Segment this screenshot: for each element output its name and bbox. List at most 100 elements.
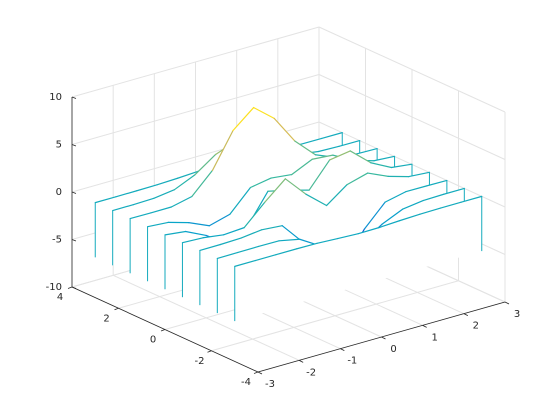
waterfall-line bbox=[425, 179, 448, 187]
waterfall-line bbox=[346, 172, 369, 186]
waterfall-line bbox=[378, 220, 401, 229]
waterfall-line bbox=[240, 229, 263, 239]
waterfall-line bbox=[357, 227, 380, 235]
waterfall-line bbox=[176, 170, 199, 179]
waterfall-patch bbox=[234, 196, 482, 322]
waterfall-line bbox=[181, 237, 204, 244]
waterfall-line bbox=[249, 177, 272, 189]
waterfall-line bbox=[325, 183, 348, 207]
waterfall-line bbox=[237, 245, 260, 254]
waterfall-line bbox=[273, 117, 296, 142]
waterfall-line bbox=[164, 230, 187, 236]
waterfall-line bbox=[419, 207, 442, 215]
waterfall-line bbox=[284, 178, 307, 195]
x-tick-label: -3 bbox=[265, 379, 275, 390]
waterfall-line bbox=[254, 254, 277, 262]
y-tick bbox=[253, 371, 259, 374]
waterfall-line bbox=[363, 201, 386, 230]
grid-line bbox=[71, 26, 320, 98]
x-tick bbox=[504, 301, 510, 305]
waterfall-line bbox=[316, 237, 339, 244]
waterfall-line bbox=[150, 206, 172, 214]
x-tick-label: -1 bbox=[347, 356, 357, 367]
grid-line bbox=[318, 26, 506, 113]
waterfall-line bbox=[275, 248, 298, 256]
waterfall-line bbox=[156, 177, 179, 186]
grid-line bbox=[71, 74, 320, 145]
waterfall-line bbox=[170, 195, 193, 208]
waterfall-line bbox=[337, 233, 359, 240]
z-tick bbox=[71, 239, 77, 242]
waterfall-line bbox=[243, 201, 266, 229]
x-tick-label: 0 bbox=[390, 344, 396, 355]
waterfall-line bbox=[253, 106, 275, 119]
waterfall-line bbox=[373, 155, 396, 162]
x-tick bbox=[422, 324, 427, 328]
y-tick bbox=[114, 307, 119, 311]
waterfall-line bbox=[390, 163, 413, 169]
waterfall-line bbox=[355, 147, 378, 155]
grid-line bbox=[211, 280, 459, 352]
waterfall-line bbox=[295, 242, 318, 250]
waterfall-line bbox=[398, 213, 421, 222]
waterfall-line bbox=[381, 208, 404, 225]
waterfall-line bbox=[191, 169, 214, 198]
y-tick-label: 0 bbox=[150, 335, 156, 346]
waterfall-line bbox=[294, 140, 316, 156]
waterfall-line bbox=[146, 221, 169, 228]
x-tick-label: -2 bbox=[306, 367, 316, 378]
y-tick-label: 2 bbox=[103, 313, 109, 324]
waterfall-line bbox=[202, 234, 225, 239]
waterfall-line bbox=[211, 129, 234, 172]
waterfall-line bbox=[184, 230, 207, 237]
waterfall-line bbox=[367, 172, 389, 177]
waterfall-line bbox=[321, 132, 343, 140]
waterfall-line bbox=[112, 204, 134, 212]
z-tick bbox=[71, 191, 77, 194]
z-tick-label: 5 bbox=[56, 140, 62, 151]
waterfall-line bbox=[115, 190, 138, 198]
waterfall-line bbox=[329, 150, 351, 161]
x-tick bbox=[257, 371, 263, 375]
waterfall-line bbox=[300, 137, 323, 145]
waterfall-line bbox=[199, 243, 222, 252]
waterfall-line bbox=[129, 212, 152, 220]
waterfall-line bbox=[153, 189, 176, 199]
z-tick-label: -5 bbox=[52, 235, 62, 246]
waterfall-line bbox=[229, 186, 252, 215]
waterfall-line bbox=[188, 222, 210, 227]
waterfall-line bbox=[264, 178, 286, 203]
waterfall-line bbox=[370, 162, 393, 169]
z-tick-label: 10 bbox=[49, 92, 62, 103]
x-tick bbox=[381, 336, 386, 340]
y-tick-label: -4 bbox=[241, 377, 251, 388]
waterfall-line bbox=[317, 145, 340, 153]
waterfall-line bbox=[270, 173, 293, 179]
waterfall-line bbox=[135, 184, 158, 192]
waterfall-line bbox=[384, 191, 407, 203]
waterfall-line bbox=[278, 238, 301, 242]
waterfall-line bbox=[132, 197, 155, 206]
waterfall-line bbox=[405, 185, 427, 193]
waterfall-line bbox=[460, 195, 483, 203]
waterfall-line bbox=[223, 227, 245, 236]
y-tick bbox=[207, 350, 212, 353]
waterfall-line bbox=[443, 187, 465, 195]
z-tick bbox=[71, 286, 77, 289]
waterfall-line bbox=[422, 193, 445, 202]
waterfall-line bbox=[94, 196, 117, 204]
x-tick-label: 1 bbox=[431, 332, 437, 343]
x-tick bbox=[463, 313, 469, 317]
z-tick bbox=[71, 96, 77, 99]
waterfall-line bbox=[311, 154, 334, 160]
x-tick bbox=[298, 359, 304, 363]
waterfall-line bbox=[308, 159, 331, 191]
y-tick bbox=[67, 286, 73, 289]
waterfall-line bbox=[291, 158, 313, 176]
waterfall-line bbox=[208, 213, 231, 227]
waterfall-line bbox=[257, 240, 280, 248]
z-tick-label: -10 bbox=[46, 282, 62, 293]
z-tick-label: 0 bbox=[56, 187, 62, 198]
y-tick bbox=[160, 329, 166, 332]
